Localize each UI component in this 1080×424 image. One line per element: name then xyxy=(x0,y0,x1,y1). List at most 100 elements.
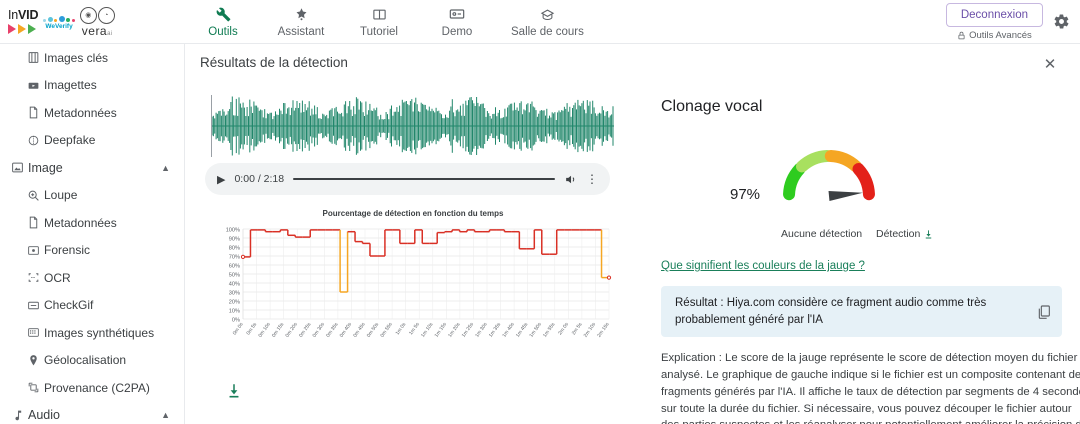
svg-text:1m 15s: 1m 15s xyxy=(434,321,449,338)
advanced-tools-toggle[interactable]: Outils Avancés xyxy=(957,30,1032,41)
play-icon[interactable]: ▶ xyxy=(217,173,226,186)
sidebar-section-audio[interactable]: Audio ▲ xyxy=(0,402,184,424)
triangle-icon xyxy=(8,23,16,34)
sidebar-section-label: Audio xyxy=(28,408,60,423)
content-columns: ▶ 0:00 / 2:18 ⋮ Pourcentage de détection… xyxy=(185,80,1080,424)
chart-graphic: 0%10%20%30%40%50%60%70%80%90%100%0m 0s 0m… xyxy=(226,227,612,339)
svg-text:60%: 60% xyxy=(229,263,240,269)
main-header: Résultats de la détection ✕ xyxy=(185,44,1080,80)
account-controls: Deconnexion Outils Avancés xyxy=(945,2,1043,41)
download-gauge-button[interactable] xyxy=(923,229,934,240)
svg-text:0m 45s: 0m 45s xyxy=(352,321,367,338)
gear-icon[interactable] xyxy=(1053,13,1070,30)
copy-icon[interactable] xyxy=(1036,304,1052,320)
gauge-percent: 97% xyxy=(729,186,761,203)
svg-text:1m 25s: 1m 25s xyxy=(461,321,476,338)
sidebar-item-metadonnees-video[interactable]: Metadonnées xyxy=(0,99,184,127)
nav-item-tutoriel[interactable]: Tutoriel xyxy=(355,6,403,38)
sidebar-item-images-cles[interactable]: Images clés xyxy=(0,44,184,72)
image-icon xyxy=(6,161,28,174)
sidebar-item-label: Loupe xyxy=(44,188,78,203)
svg-text:1m 5s: 1m 5s xyxy=(408,321,421,336)
sidebar-item-label: OCR xyxy=(44,270,71,285)
svg-text:0m 5s: 0m 5s xyxy=(245,321,258,336)
svg-text:30%: 30% xyxy=(229,290,240,296)
svg-text:2m 0s: 2m 0s xyxy=(557,321,570,336)
lock-icon xyxy=(957,31,966,40)
playback-time: 0:00 / 2:18 xyxy=(234,173,285,185)
wrench-icon xyxy=(216,6,231,23)
sidebar-item-loupe[interactable]: Loupe xyxy=(0,182,184,210)
sidebar[interactable]: Images clés Imagettes Metadonnées Deepfa… xyxy=(0,44,185,424)
nav-item-salle-de-cours[interactable]: Salle de cours xyxy=(511,6,584,38)
sidebar-section-image[interactable]: Image ▲ xyxy=(0,154,184,182)
nav-label: Assistant xyxy=(277,25,325,38)
forensic-icon xyxy=(22,244,44,257)
volume-icon[interactable] xyxy=(564,173,577,186)
sidebar-item-label: Metadonnées xyxy=(44,215,117,230)
page-title: Résultats de la détection xyxy=(200,54,348,70)
vera-label: veraai xyxy=(81,23,113,38)
sidebar-item-metadonnees-image[interactable]: Metadonnées xyxy=(0,209,184,237)
sidebar-item-label: Imagettes xyxy=(44,78,97,93)
gauge-detection-text: Détection xyxy=(876,228,921,240)
thumbnail-icon xyxy=(22,79,44,92)
sidebar-item-label: Metadonnées xyxy=(44,105,117,120)
sidebar-item-label: Images clés xyxy=(44,50,109,65)
gauge-colors-link[interactable]: Que signifient les couleurs de la jauge … xyxy=(661,260,865,272)
vera-logo: ◉ ◔ veraai xyxy=(79,6,115,38)
sidebar-item-ocr[interactable]: OCR xyxy=(0,264,184,292)
more-vertical-icon[interactable]: ⋮ xyxy=(586,172,598,186)
sidebar-item-label: Images synthétiques xyxy=(44,325,155,340)
provenance-icon xyxy=(22,381,44,394)
invid-logo: InVID xyxy=(8,9,38,34)
gif-icon xyxy=(22,299,44,312)
gauge-label-detection: Détection xyxy=(876,228,934,240)
svg-text:50%: 50% xyxy=(229,272,240,278)
svg-text:0m 25s: 0m 25s xyxy=(298,321,313,338)
nav-item-assistant[interactable]: Assistant xyxy=(277,6,325,38)
assistant-icon xyxy=(294,6,309,23)
svg-text:90%: 90% xyxy=(229,236,240,242)
invid-bold: VID xyxy=(18,8,39,23)
nav-label: Salle de cours xyxy=(511,25,584,38)
sidebar-item-label: Géolocalisation xyxy=(44,353,127,368)
sidebar-item-label: Forensic xyxy=(44,243,91,258)
audio-player[interactable]: ▶ 0:00 / 2:18 ⋮ xyxy=(205,163,610,195)
main-panel: Résultats de la détection ✕ ▶ 0:00 / 2:1… xyxy=(185,44,1080,424)
weverify-dots-icon xyxy=(43,13,75,22)
document-icon xyxy=(22,216,44,229)
nav-item-outils[interactable]: Outils xyxy=(199,6,247,38)
svg-text:0%: 0% xyxy=(232,317,240,323)
nav-item-demo[interactable]: Demo xyxy=(433,6,481,38)
svg-text:40%: 40% xyxy=(229,281,240,287)
sidebar-item-label: Deepfake xyxy=(44,133,96,148)
svg-text:2m 5s: 2m 5s xyxy=(571,321,584,336)
audio-waveform xyxy=(211,95,616,157)
close-icon[interactable]: ✕ xyxy=(1043,56,1057,73)
svg-text:1m 10s: 1m 10s xyxy=(420,321,435,338)
sidebar-item-label: Provenance (C2PA) xyxy=(44,380,150,395)
download-chart-button[interactable] xyxy=(225,382,243,400)
seek-slider[interactable] xyxy=(293,177,555,181)
sidebar-item-images-synthetiques[interactable]: Images synthétiques xyxy=(0,319,184,347)
sidebar-item-geolocalisation[interactable]: Géolocalisation xyxy=(0,347,184,375)
explanation-text: Explication : Le score de la jauge repré… xyxy=(661,352,1080,424)
svg-text:70%: 70% xyxy=(229,254,240,260)
sidebar-item-deepfake[interactable]: Deepfake xyxy=(0,127,184,155)
sidebar-item-forensic[interactable]: Forensic xyxy=(0,237,184,265)
svg-text:0m 55s: 0m 55s xyxy=(379,321,394,338)
sidebar-section-label: Image xyxy=(28,160,63,175)
ocr-icon xyxy=(22,271,44,284)
sidebar-item-imagettes[interactable]: Imagettes xyxy=(0,72,184,100)
brand-logos: InVID WeVerify xyxy=(0,0,185,44)
chevron-up-icon[interactable]: ▲ xyxy=(161,410,170,421)
svg-text:1m 50s: 1m 50s xyxy=(529,321,544,338)
sidebar-item-provenance-c2pa[interactable]: Provenance (C2PA) xyxy=(0,374,184,402)
vera-circle-icon: ◔ xyxy=(97,6,115,24)
film-icon xyxy=(22,51,44,64)
sidebar-item-checkgif[interactable]: CheckGif xyxy=(0,292,184,320)
chevron-up-icon[interactable]: ▲ xyxy=(161,162,170,173)
logout-button[interactable]: Deconnexion xyxy=(945,2,1043,27)
detection-panel-title: Clonage vocal xyxy=(661,98,763,115)
